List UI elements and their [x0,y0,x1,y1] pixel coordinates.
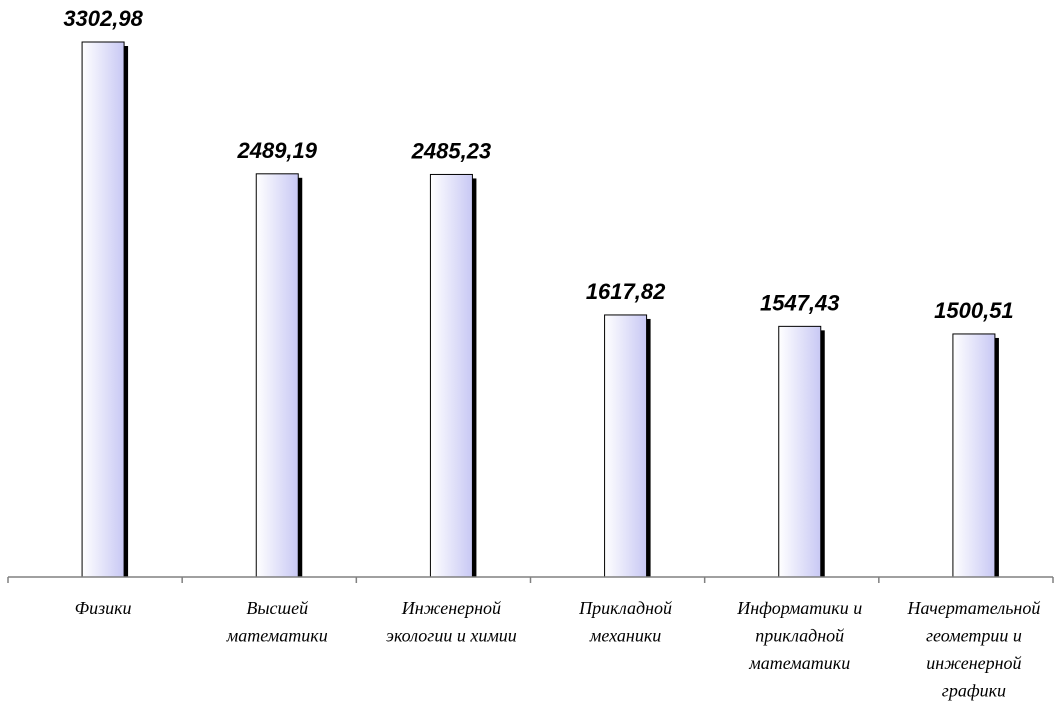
x-axis [7,576,1054,583]
category-label: Высшей математики [226,598,328,646]
bar-group [778,325,825,578]
category-label: Прикладной механики [578,598,672,646]
bar-group [952,333,999,578]
category-label: Начертательной геометрии и инженерной графи… [906,598,1040,701]
bar [778,325,822,578]
category-label: Информатики и прикладной математики [736,598,862,673]
bar-group [255,173,303,578]
bar-value-label: 2485,23 [411,138,492,163]
bar [429,173,473,578]
bar [952,333,996,578]
bar-value-label: 2489,19 [236,138,317,163]
category-label: Физики [75,598,132,618]
bar [604,314,648,578]
bar-value-label: 3302,98 [63,6,143,31]
bar [81,41,125,578]
bar-value-label: 1617,82 [586,279,666,304]
bars-layer [81,41,999,578]
bar-group [81,41,129,578]
bar-group [429,173,477,578]
bar-value-label: 1547,43 [760,290,840,315]
bar-value-label: 1500,51 [934,298,1014,323]
labels-layer: 3302,98 Физики 2489,19 Высшей математики 2485… [63,6,1040,701]
bar [255,173,299,578]
category-label: Инженерной экологии и химии [386,598,517,646]
bar-group [604,314,651,578]
